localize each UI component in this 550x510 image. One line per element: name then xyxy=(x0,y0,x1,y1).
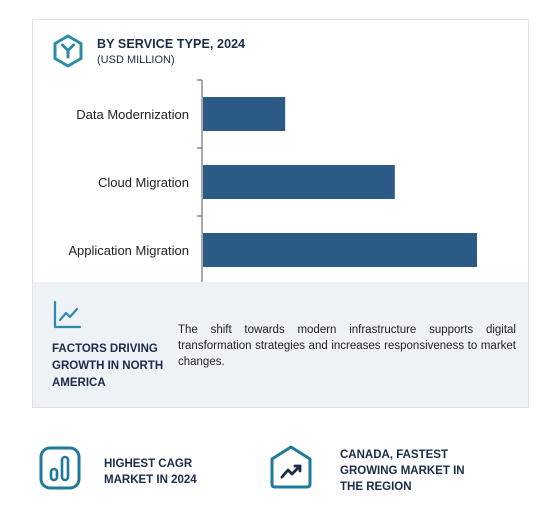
factors-heading: FACTORS DRIVING GROWTH IN NORTH AMERICA xyxy=(52,343,164,389)
chart-title: BY SERVICE TYPE, 2024 xyxy=(97,37,246,51)
bar-chart: Data Modernization Cloud Migration Applica… xyxy=(68,79,477,285)
trend-line-icon xyxy=(53,300,82,329)
category-label: Data Modernization xyxy=(76,107,189,122)
highest-cagr-label: HIGHEST CAGR MARKET IN 2024 xyxy=(104,458,197,486)
category-label: Application Migration xyxy=(68,243,189,258)
insight-panel xyxy=(33,282,528,407)
bar-chart-icon xyxy=(39,446,81,490)
hexagon-y-icon xyxy=(53,34,83,68)
bar-application-migration xyxy=(203,233,477,267)
canada-fastest-label: CANADA, FASTEST GROWING MARKET IN THE RE… xyxy=(340,449,465,493)
category-label: Cloud Migration xyxy=(98,175,189,190)
trend-up-icon xyxy=(270,445,312,489)
chart-subtitle: (USD MILLION) xyxy=(97,54,175,66)
factors-description: The shift towards modern infrastructure … xyxy=(178,324,516,368)
bar-data-modernization xyxy=(203,97,286,131)
bar-cloud-migration xyxy=(203,165,395,199)
